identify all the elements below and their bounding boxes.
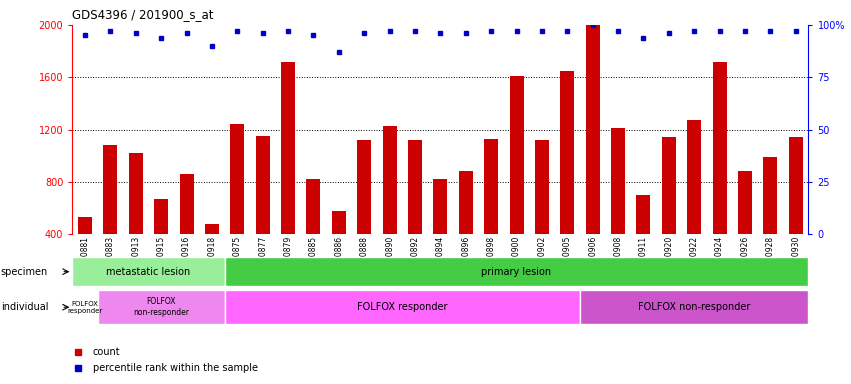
Bar	[306, 179, 321, 286]
Bar	[535, 140, 549, 286]
Bar	[662, 137, 676, 286]
Bar	[688, 121, 701, 286]
Bar	[129, 153, 143, 286]
Bar	[560, 71, 574, 286]
Bar	[231, 124, 244, 286]
Bar	[72, 290, 98, 324]
Bar	[580, 290, 808, 324]
Bar	[585, 25, 600, 286]
Bar	[484, 139, 498, 286]
Bar	[104, 145, 117, 286]
Bar	[789, 137, 802, 286]
Bar	[357, 140, 371, 286]
Bar	[332, 211, 346, 286]
Bar	[281, 61, 295, 286]
Bar	[180, 174, 193, 286]
Text: FOLFOX
responder: FOLFOX responder	[67, 301, 103, 314]
Bar	[712, 61, 727, 286]
Bar	[738, 171, 752, 286]
Text: metastatic lesion: metastatic lesion	[106, 266, 191, 277]
Text: FOLFOX non-responder: FOLFOX non-responder	[638, 302, 751, 312]
Text: FOLFOX
non-responder: FOLFOX non-responder	[133, 298, 189, 317]
Text: count: count	[93, 347, 120, 357]
Bar	[408, 140, 422, 286]
Bar	[637, 195, 650, 286]
Text: primary lesion: primary lesion	[482, 266, 551, 277]
Bar	[383, 126, 397, 286]
Text: individual: individual	[1, 302, 49, 312]
Text: specimen: specimen	[1, 266, 49, 277]
Bar	[433, 179, 448, 286]
Bar	[459, 171, 473, 286]
Text: percentile rank within the sample: percentile rank within the sample	[93, 362, 258, 373]
Text: FOLFOX responder: FOLFOX responder	[357, 302, 448, 312]
Bar	[256, 136, 270, 286]
Bar	[205, 224, 219, 286]
Bar	[72, 257, 225, 286]
Bar	[225, 257, 808, 286]
Bar	[510, 76, 523, 286]
Bar	[225, 290, 580, 324]
Bar	[154, 199, 168, 286]
Text: GDS4396 / 201900_s_at: GDS4396 / 201900_s_at	[72, 8, 214, 21]
Bar	[611, 128, 625, 286]
Bar	[78, 217, 92, 286]
Bar	[763, 157, 777, 286]
Bar	[98, 290, 225, 324]
